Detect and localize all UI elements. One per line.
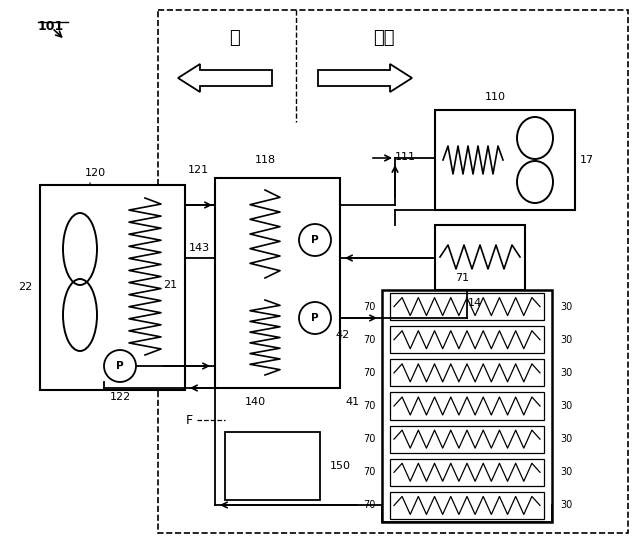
Text: 30: 30	[560, 334, 572, 345]
Text: 121: 121	[188, 165, 209, 175]
Text: 150: 150	[330, 461, 351, 471]
Text: 41: 41	[345, 397, 359, 407]
Text: 42: 42	[335, 330, 349, 340]
Bar	[382, 290, 552, 522]
Text: 冷媒: 冷媒	[373, 29, 395, 47]
Text: 30: 30	[560, 301, 572, 312]
Text: 120: 120	[84, 168, 106, 178]
Text: 70: 70	[364, 334, 376, 345]
Text: 70: 70	[364, 401, 376, 411]
Circle shape	[104, 350, 136, 382]
Text: 101: 101	[38, 20, 64, 33]
Bar	[390, 426, 544, 453]
Bar	[390, 359, 544, 387]
Text: 14: 14	[468, 298, 482, 308]
Text: 30: 30	[560, 434, 572, 444]
Text: 111: 111	[394, 152, 415, 162]
Text: 70: 70	[364, 501, 376, 510]
Bar	[390, 293, 544, 320]
Circle shape	[299, 302, 331, 334]
Text: 118: 118	[255, 155, 276, 165]
Text: 水: 水	[228, 29, 239, 47]
Text: 30: 30	[560, 501, 572, 510]
Text: 70: 70	[364, 468, 376, 477]
Text: 70: 70	[364, 301, 376, 312]
Bar	[435, 225, 525, 290]
Bar	[390, 393, 544, 420]
Bar	[225, 432, 320, 500]
Text: 140: 140	[244, 397, 266, 407]
Text: P: P	[311, 235, 319, 245]
FancyArrow shape	[178, 64, 272, 92]
Text: 71: 71	[455, 273, 469, 283]
Text: 30: 30	[560, 468, 572, 477]
FancyArrow shape	[318, 64, 412, 92]
Text: 21: 21	[163, 280, 177, 290]
Text: 110: 110	[484, 92, 506, 102]
Bar	[158, 10, 628, 533]
Bar	[390, 459, 544, 486]
Bar	[390, 326, 544, 353]
Bar	[40, 185, 185, 390]
Text: 22: 22	[18, 282, 32, 292]
Text: 70: 70	[364, 368, 376, 378]
Text: 122: 122	[109, 392, 131, 402]
Text: P: P	[116, 361, 124, 371]
Bar	[390, 492, 544, 519]
Text: F: F	[186, 414, 193, 426]
Text: 30: 30	[560, 368, 572, 378]
Circle shape	[299, 224, 331, 256]
Text: 70: 70	[364, 434, 376, 444]
Text: 143: 143	[189, 243, 210, 253]
Text: 17: 17	[580, 155, 594, 165]
Text: 30: 30	[560, 401, 572, 411]
Bar	[215, 178, 340, 388]
Text: P: P	[311, 313, 319, 323]
Bar	[435, 110, 575, 210]
